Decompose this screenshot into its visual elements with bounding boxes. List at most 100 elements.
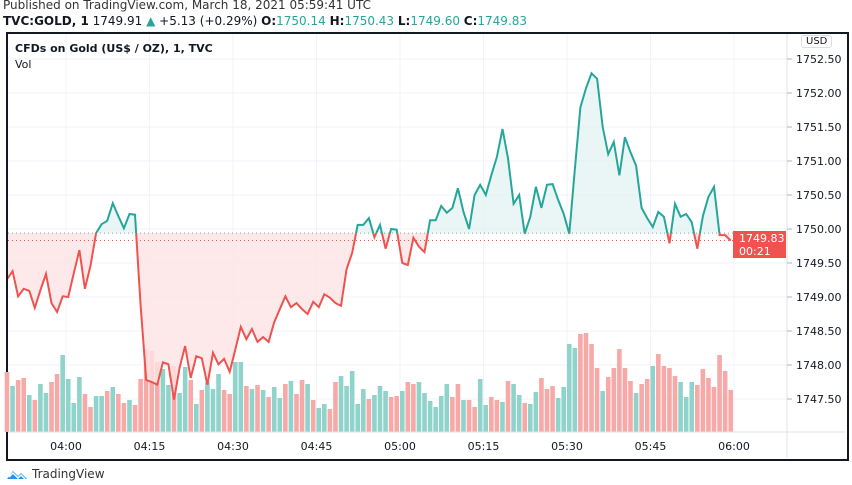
- volume-bar: [633, 393, 639, 432]
- volume-bar: [455, 384, 461, 432]
- volume-bar: [394, 396, 399, 432]
- volume-bar: [533, 392, 539, 432]
- volume-bar: [561, 387, 566, 432]
- volume-bar: [427, 401, 433, 432]
- volume-bar: [667, 368, 672, 432]
- volume-bar: [143, 349, 149, 432]
- volume-bar: [594, 368, 600, 432]
- series-legend-title: CFDs on Gold (US$ / OZ), 1, TVC: [15, 42, 213, 55]
- volume-bar: [706, 378, 711, 432]
- tradingview-logo[interactable]: TradingView: [6, 467, 105, 481]
- volume-bar: [650, 366, 656, 432]
- volume-bar: [639, 384, 644, 432]
- volume-bar: [683, 397, 689, 432]
- volume-bar: [711, 387, 717, 432]
- volume-bar: [466, 400, 472, 432]
- volume-bar: [299, 380, 305, 432]
- volume-bar: [283, 384, 288, 432]
- price-tick-label: 1751.50: [796, 121, 842, 134]
- volume-bar: [77, 377, 82, 432]
- volume-bar: [244, 386, 249, 432]
- area-fill-below-baseline: [8, 233, 731, 400]
- volume-bar: [511, 384, 516, 432]
- volume-bar: [489, 397, 494, 432]
- volume-bar: [322, 404, 327, 432]
- last-price-value: 1749.83: [739, 232, 785, 245]
- last-price: 1749.91: [92, 14, 143, 28]
- currency-button[interactable]: USD: [801, 35, 833, 48]
- volume-bar: [444, 384, 450, 432]
- volume-bar: [216, 374, 221, 432]
- volume-bar: [238, 362, 244, 432]
- tradingview-logo-text: TradingView: [32, 467, 105, 481]
- price-tick-label: 1750.50: [796, 189, 842, 202]
- volume-bar: [333, 382, 338, 432]
- volume-bar: [411, 384, 416, 432]
- volume-bar: [121, 403, 127, 432]
- volume-bar: [327, 409, 333, 432]
- high-value: 1750.43: [344, 14, 395, 28]
- volume-bar: [10, 386, 15, 432]
- volume-bar: [149, 351, 155, 432]
- tradingview-cloud-icon: [7, 471, 27, 480]
- volume-bar: [132, 405, 138, 432]
- volume-bar: [49, 382, 54, 432]
- volume-bar: [589, 344, 594, 432]
- volume-bar: [461, 400, 466, 432]
- bar-countdown: 00:21: [739, 245, 771, 258]
- volume-bar: [177, 393, 182, 432]
- volume-bar: [689, 382, 695, 432]
- volume-bar: [93, 396, 99, 432]
- volume-bar: [26, 395, 32, 432]
- volume-bar: [38, 384, 43, 432]
- volume-bar: [372, 395, 377, 432]
- volume-bar: [155, 362, 160, 432]
- high-label: H:: [329, 14, 345, 28]
- price-tick-label: 1748.00: [796, 359, 842, 372]
- price-tick-label: 1750.00: [796, 223, 842, 236]
- volume-bar: [43, 393, 49, 432]
- volume-bar: [477, 379, 483, 432]
- volume-bar: [210, 389, 216, 432]
- volume-bar: [344, 386, 349, 432]
- volume-bar: [583, 333, 589, 432]
- time-tick-label: 04:45: [301, 440, 333, 453]
- volume-bar: [728, 390, 734, 432]
- volume-bar: [277, 398, 283, 432]
- time-tick-label: 04:00: [50, 440, 82, 453]
- price-line-below-baseline: [8, 233, 732, 400]
- volume-bar: [388, 397, 394, 432]
- volume-bar: [544, 389, 550, 432]
- volume-bar: [450, 397, 455, 432]
- volume-bar: [255, 385, 260, 432]
- volume-bar: [383, 391, 388, 432]
- volume-bar: [416, 382, 422, 432]
- volume-bar: [500, 402, 505, 432]
- time-tick-label: 04:15: [134, 440, 166, 453]
- volume-bar: [271, 387, 277, 432]
- volume-bars: [4, 333, 734, 432]
- volume-bar: [572, 348, 578, 432]
- volume-bar: [294, 394, 299, 432]
- volume-bar: [138, 379, 143, 432]
- volume-bar: [310, 400, 316, 432]
- volume-bar: [700, 369, 706, 432]
- time-tick-label: 04:30: [217, 440, 249, 453]
- volume-bar: [661, 366, 667, 432]
- volume-bar: [527, 404, 533, 432]
- volume-bar: [438, 396, 444, 432]
- volume-bar: [644, 379, 650, 432]
- volume-bar: [505, 381, 511, 432]
- volume-bar: [4, 372, 10, 432]
- time-tick-label: 05:00: [384, 440, 416, 453]
- time-tick-label: 06:00: [718, 440, 750, 453]
- volume-bar: [617, 349, 622, 432]
- time-axis[interactable]: 04:00 04:15 04:30 04:45 05:00 05:15 05:30 05:45…: [50, 440, 750, 453]
- chart-frame: [6, 32, 849, 461]
- volume-bar: [349, 371, 355, 432]
- price-axis[interactable]: 1752.50 1752.00 1751.50 1751.00 1750.50 1750.…: [787, 53, 842, 406]
- published-caption: Published on TradingView.com, March 18, …: [3, 0, 371, 12]
- open-label: O:: [261, 14, 277, 28]
- volume-bar: [199, 390, 205, 432]
